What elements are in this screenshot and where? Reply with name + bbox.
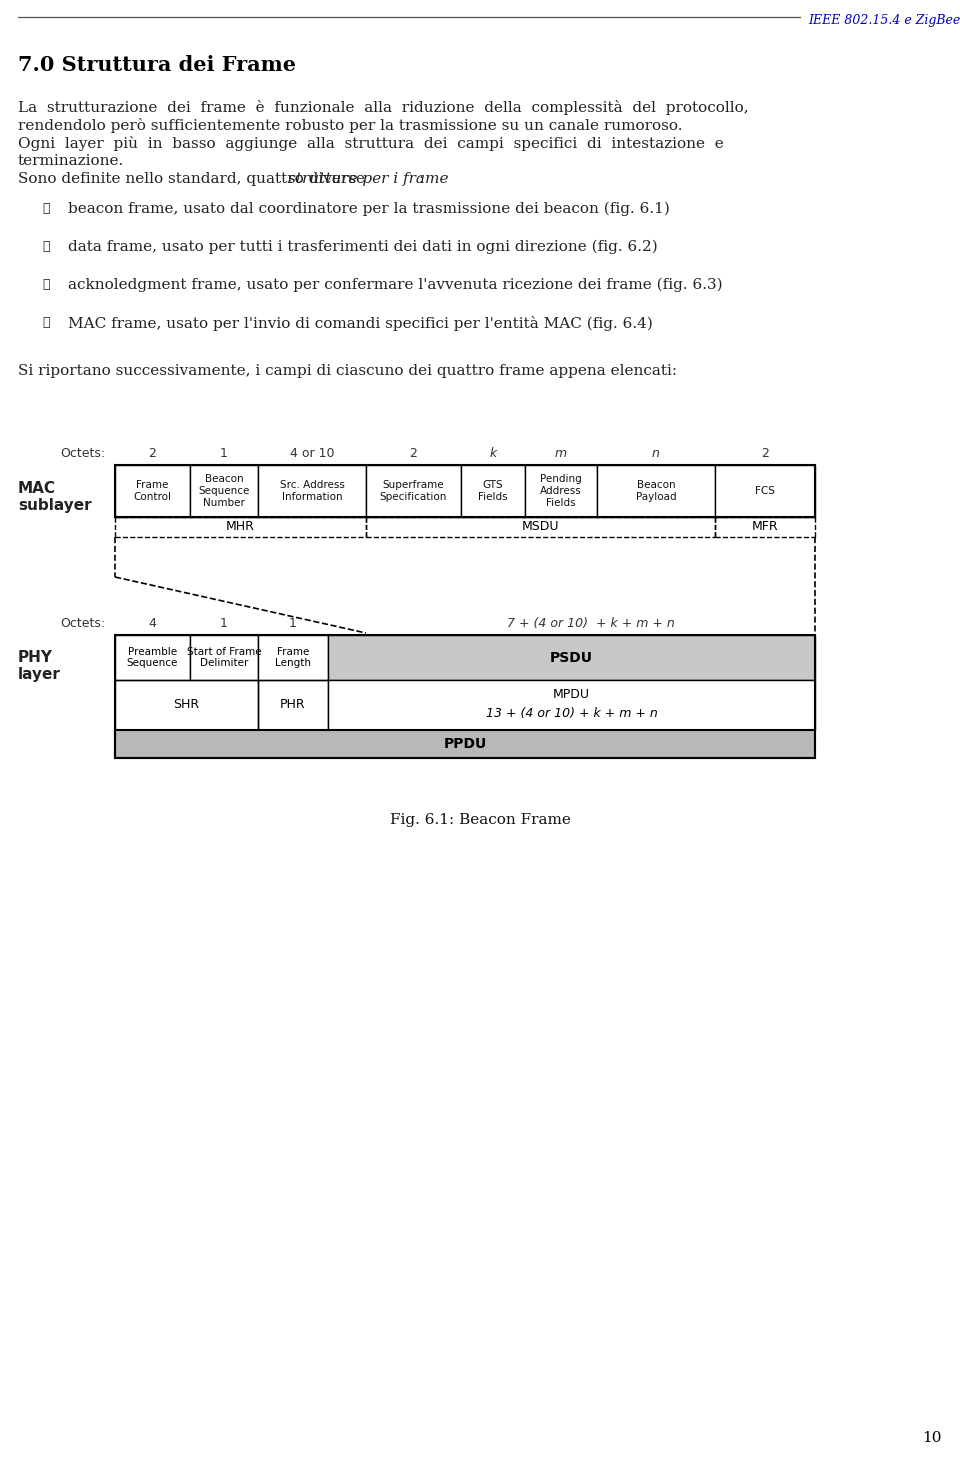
Text: Beacon
Payload: Beacon Payload: [636, 480, 676, 502]
Text: MHR: MHR: [226, 521, 255, 534]
Text: k: k: [490, 448, 496, 459]
Text: Pending
Address
Fields: Pending Address Fields: [540, 474, 582, 508]
Text: 10: 10: [923, 1431, 942, 1445]
Text: Preamble
Sequence: Preamble Sequence: [127, 647, 179, 669]
Bar: [115, 680, 258, 730]
Text: rendendolo però sufficientemente robusto per la trasmissione su un canale rumoro: rendendolo però sufficientemente robusto…: [18, 119, 683, 133]
Text: MAC frame, usato per l'invio di comandi specifici per l'entità MAC (fig. 6.4): MAC frame, usato per l'invio di comandi …: [68, 316, 653, 331]
Text: IEEE 802.15.4 e ZigBee: IEEE 802.15.4 e ZigBee: [808, 15, 960, 26]
Text: MPDU: MPDU: [553, 689, 590, 701]
Text: m: m: [555, 448, 567, 459]
Bar: [461, 465, 525, 516]
Text: ➤: ➤: [42, 316, 50, 329]
Text: PHR: PHR: [280, 698, 306, 711]
Text: data frame, usato per tutti i trasferimenti dei dati in ogni direzione (fig. 6.2: data frame, usato per tutti i trasferime…: [68, 240, 658, 255]
Text: terminazione.: terminazione.: [18, 154, 124, 168]
Text: MSDU: MSDU: [521, 521, 560, 534]
Text: La  strutturazione  dei  frame  è  funzionale  alla  riduzione  della  complessi: La strutturazione dei frame è funzionale…: [18, 99, 749, 116]
Text: FCS: FCS: [756, 486, 775, 496]
Text: acknoledgment frame, usato per confermare l'avvenuta ricezione dei frame (fig. 6: acknoledgment frame, usato per confermar…: [68, 278, 723, 293]
Bar: [115, 730, 815, 758]
Text: PSDU: PSDU: [550, 651, 593, 664]
Bar: [115, 635, 190, 680]
Bar: [190, 635, 258, 680]
Text: SHR: SHR: [174, 698, 200, 711]
Text: MFR: MFR: [752, 521, 779, 534]
Text: MAC
sublayer: MAC sublayer: [18, 481, 91, 514]
Text: 13 + (4 or 10) + k + m + n: 13 + (4 or 10) + k + m + n: [486, 707, 658, 720]
Text: 2: 2: [410, 448, 418, 459]
Text: Si riportano successivamente, i campi di ciascuno dei quattro frame appena elenc: Si riportano successivamente, i campi di…: [18, 364, 677, 377]
Text: GTS
Fields: GTS Fields: [478, 480, 508, 502]
Bar: [115, 635, 815, 758]
Bar: [258, 465, 366, 516]
Text: ➤: ➤: [42, 202, 50, 215]
Text: n: n: [652, 448, 660, 459]
Text: 2: 2: [149, 448, 156, 459]
Text: :: :: [418, 173, 423, 186]
Text: 7 + (4 or 10)  + k + m + n: 7 + (4 or 10) + k + m + n: [507, 617, 674, 631]
Text: 4: 4: [148, 617, 156, 631]
Text: Src. Address
Information: Src. Address Information: [279, 480, 345, 502]
Text: PPDU: PPDU: [444, 737, 487, 751]
Text: Beacon
Sequence
Number: Beacon Sequence Number: [199, 474, 250, 508]
Text: 1: 1: [220, 448, 228, 459]
Bar: [597, 465, 715, 516]
Text: 7.0 Struttura dei Frame: 7.0 Struttura dei Frame: [18, 56, 296, 75]
Bar: [190, 465, 258, 516]
Text: beacon frame, usato dal coordinatore per la trasmissione dei beacon (fig. 6.1): beacon frame, usato dal coordinatore per…: [68, 202, 670, 217]
Text: strutture per i frame: strutture per i frame: [288, 173, 448, 186]
Text: 4 or 10: 4 or 10: [290, 448, 334, 459]
Text: Ogni  layer  più  in  basso  aggiunge  alla  struttura  dei  campi  specifici  d: Ogni layer più in basso aggiunge alla st…: [18, 136, 724, 151]
Bar: [366, 465, 461, 516]
Text: Fig. 6.1: Beacon Frame: Fig. 6.1: Beacon Frame: [390, 813, 570, 827]
Text: Frame
Length: Frame Length: [275, 647, 311, 669]
Bar: [328, 635, 815, 680]
Bar: [525, 465, 597, 516]
Bar: [258, 635, 328, 680]
Text: Frame
Control: Frame Control: [133, 480, 172, 502]
Text: Sono definite nello standard, quattro diverse: Sono definite nello standard, quattro di…: [18, 173, 370, 186]
Text: ➤: ➤: [42, 278, 50, 291]
Text: PHY
layer: PHY layer: [18, 650, 60, 682]
Text: Superframe
Specification: Superframe Specification: [380, 480, 447, 502]
Text: Octets:: Octets:: [60, 617, 106, 631]
Text: Start of Frame
Delimiter: Start of Frame Delimiter: [186, 647, 261, 669]
Text: 1: 1: [289, 617, 297, 631]
Text: Octets:: Octets:: [60, 448, 106, 459]
Text: ➤: ➤: [42, 240, 50, 253]
Bar: [258, 680, 328, 730]
Text: 1: 1: [220, 617, 228, 631]
Bar: [115, 465, 190, 516]
Bar: [328, 680, 815, 730]
Bar: [115, 465, 815, 516]
Text: 2: 2: [761, 448, 769, 459]
Bar: [715, 465, 815, 516]
